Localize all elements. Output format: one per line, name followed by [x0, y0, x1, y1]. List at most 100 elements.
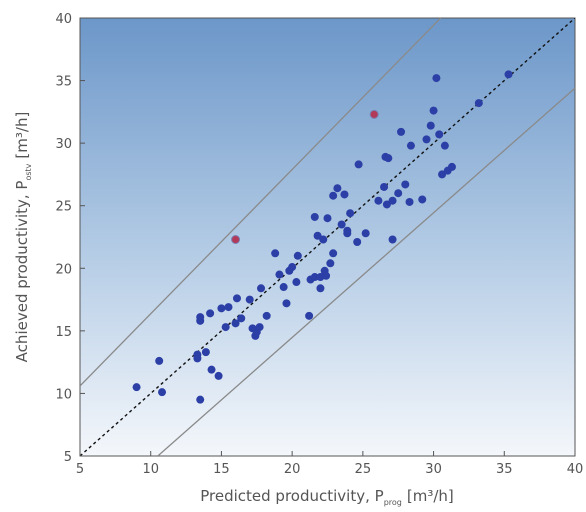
data-point: [438, 170, 447, 179]
x-axis-label: Predicted productivity, Pprog [m³/h]: [200, 487, 454, 507]
data-point: [207, 365, 216, 374]
x-tick-label: 40: [567, 462, 584, 477]
x-axis-ticks: 5 10 15 20 25 30 35 40: [76, 451, 583, 477]
data-point: [353, 238, 362, 247]
x-tick-label: 10: [142, 462, 159, 477]
data-point: [279, 283, 288, 292]
data-point: [382, 200, 391, 209]
data-point: [394, 189, 403, 198]
data-point: [206, 309, 215, 318]
data-point: [257, 284, 266, 293]
x-tick-label: 5: [76, 462, 84, 477]
data-point: [447, 162, 456, 171]
x-tick-label: 30: [425, 462, 442, 477]
data-point: [418, 195, 427, 204]
data-point: [271, 249, 280, 258]
diagonal-reference-line: [80, 18, 575, 456]
x-axis-label-unit: [m³/h]: [407, 487, 454, 505]
data-points: [132, 70, 513, 404]
data-point: [354, 160, 363, 169]
data-point: [374, 196, 383, 205]
data-point: [132, 383, 141, 392]
y-tick-label: 10: [55, 387, 72, 402]
data-point: [275, 270, 284, 279]
x-tick-label: 15: [213, 462, 230, 477]
data-point: [292, 278, 301, 287]
data-point: [310, 212, 319, 221]
data-point: [158, 388, 167, 397]
data-point: [422, 135, 431, 144]
x-axis-label-subscript: prog: [384, 498, 402, 507]
y-axis-label-subscript: ostv: [24, 163, 33, 180]
data-point: [245, 295, 254, 304]
x-tick-label: 35: [496, 462, 513, 477]
y-tick-label: 35: [55, 75, 72, 90]
bound-line: [157, 87, 575, 456]
data-point: [196, 313, 205, 322]
data-point: [504, 70, 513, 79]
data-point: [326, 259, 335, 268]
data-point: [193, 350, 202, 359]
data-point: [401, 180, 410, 189]
data-point: [432, 74, 441, 83]
data-point: [293, 251, 302, 260]
data-point: [337, 220, 346, 229]
data-point: [319, 235, 328, 244]
data-point: [262, 311, 271, 320]
data-point: [313, 231, 322, 240]
y-tick-label: 25: [55, 200, 72, 215]
data-point: [333, 184, 342, 193]
data-point: [305, 311, 314, 320]
data-point: [397, 127, 406, 136]
data-point: [322, 271, 331, 280]
data-point: [196, 395, 205, 404]
data-point: [214, 371, 223, 380]
outlier-point: [231, 235, 241, 245]
x-tick-label: 20: [284, 462, 301, 477]
data-point: [440, 141, 449, 150]
data-point: [224, 303, 233, 312]
data-point: [329, 249, 338, 258]
outlier-point: [369, 109, 379, 119]
data-point: [329, 191, 338, 200]
data-point: [388, 196, 397, 205]
y-axis-label-main: Achieved productivity, P: [13, 181, 31, 363]
data-point: [340, 190, 349, 199]
data-point: [346, 209, 355, 218]
data-point: [155, 356, 164, 365]
data-point: [380, 182, 389, 191]
data-point: [316, 284, 325, 293]
data-point: [237, 314, 246, 323]
x-axis-label-main: Predicted productivity, P: [200, 487, 383, 505]
y-tick-label: 30: [55, 137, 72, 152]
data-point: [406, 141, 415, 150]
y-axis-ticks: 5 10 15 20 25 30 35 40: [55, 12, 85, 465]
data-point: [231, 319, 240, 328]
data-point: [282, 299, 291, 308]
data-point: [384, 154, 393, 163]
data-point: [405, 197, 414, 206]
y-tick-label: 40: [55, 12, 72, 27]
data-point: [426, 121, 435, 130]
data-point: [361, 229, 370, 238]
data-point: [221, 323, 230, 332]
y-axis-label: Achieved productivity, Postv [m³/h]: [13, 112, 33, 363]
data-point: [288, 263, 297, 272]
data-point: [217, 304, 226, 313]
x-tick-label: 25: [355, 462, 372, 477]
bound-line: [80, 18, 442, 387]
data-point: [310, 273, 319, 282]
data-point: [388, 235, 397, 244]
data-point: [201, 348, 210, 357]
data-point: [255, 323, 264, 332]
y-tick-label: 15: [55, 325, 72, 340]
data-point: [232, 294, 241, 303]
y-tick-label: 20: [55, 262, 72, 277]
data-point: [323, 214, 332, 223]
y-axis-label-unit: [m³/h]: [13, 112, 31, 159]
reference-lines: [80, 18, 575, 456]
y-tick-label: 5: [64, 450, 72, 465]
data-point: [343, 229, 352, 238]
data-point: [474, 99, 483, 108]
